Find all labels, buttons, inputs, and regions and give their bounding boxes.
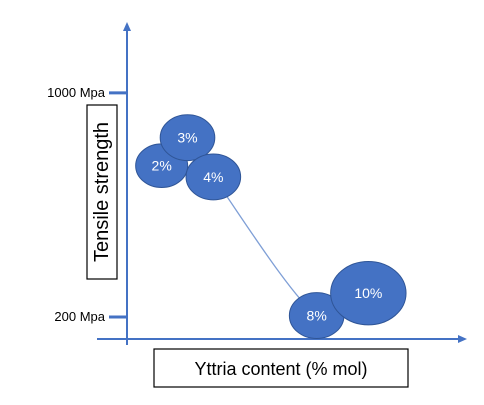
x-axis-title-box: Yttria content (% mol): [153, 348, 409, 388]
y-axis-title-box: Tensile strength: [86, 104, 118, 280]
y-axis-arrowhead: [123, 22, 131, 31]
y-tick-label: 1000 Mpa: [47, 85, 106, 100]
x-axis-title: Yttria content (% mol): [194, 359, 367, 379]
data-bubble: [185, 153, 242, 201]
y-ticks: 1000 Mpa 200 Mpa: [47, 85, 127, 324]
data-bubble: [330, 261, 407, 326]
data-bubble-label: 2%: [152, 158, 172, 174]
y-tick-label: 200 Mpa: [54, 309, 105, 324]
data-bubble-label: 10%: [354, 285, 382, 301]
data-bubble: [159, 114, 216, 162]
data-bubble-label: 4%: [203, 169, 223, 185]
axes: [97, 22, 467, 345]
data-bubble-label: 8%: [307, 308, 327, 324]
y-axis-title: Tensile strength: [91, 122, 113, 262]
x-axis-arrowhead: [458, 335, 467, 343]
data-bubble-label: 3%: [177, 130, 197, 146]
data-bubbles: 2% 3% 4% 8% 10%: [135, 114, 407, 340]
